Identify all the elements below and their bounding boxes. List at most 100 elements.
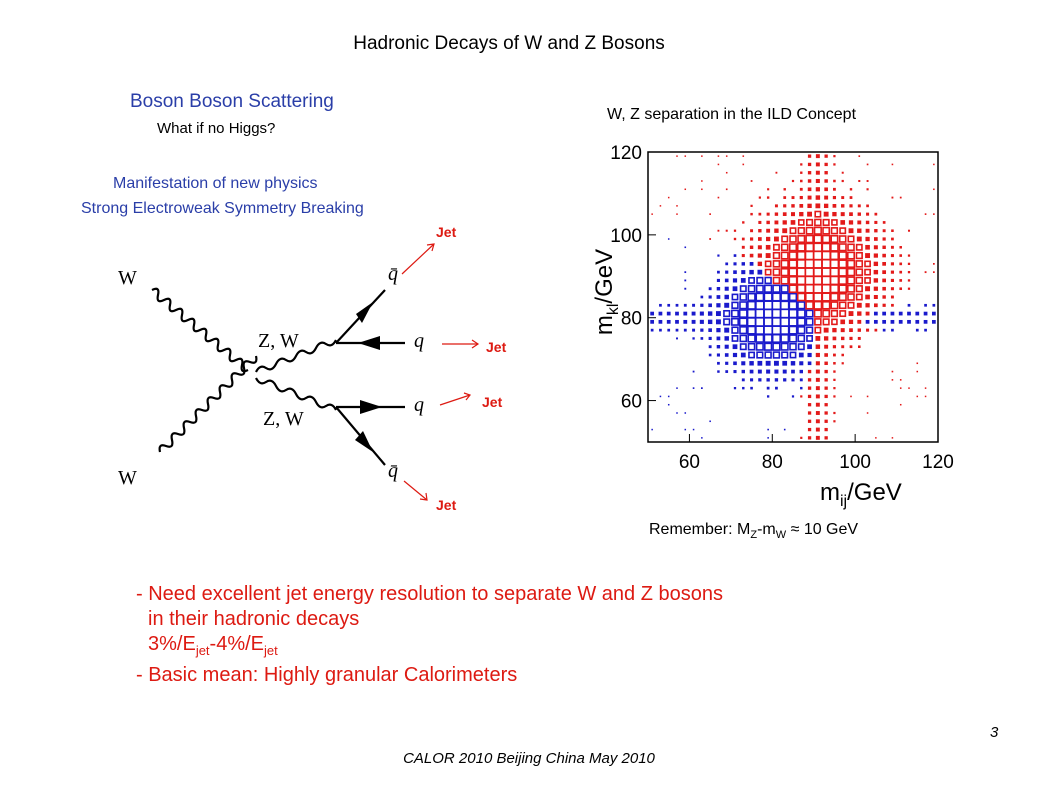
heatmap-cell-z <box>800 436 803 439</box>
heatmap-cell-z <box>796 292 806 302</box>
heatmap-cell-z <box>840 220 846 225</box>
heatmap-cell-z <box>841 353 844 357</box>
heatmap-cell-z <box>857 220 862 225</box>
heatmap-cell-z <box>780 267 789 277</box>
heatmap-cell-z <box>823 327 829 333</box>
heatmap-cell-w <box>724 286 729 291</box>
heatmap-cell-z <box>799 211 804 217</box>
q-lower-label: q <box>414 394 424 416</box>
heatmap-cell-z <box>741 254 745 258</box>
heatmap-cell-z <box>725 171 728 174</box>
heatmap-cell-w <box>692 370 695 373</box>
heatmap-cell-w <box>873 319 878 324</box>
heatmap-cell-z <box>858 345 861 348</box>
heatmap-cell-w <box>749 361 754 366</box>
heatmap-cell-w <box>882 319 887 324</box>
heatmap-cell-w <box>931 319 936 324</box>
heatmap-cell-w <box>799 369 803 374</box>
heatmap-cell-z <box>717 163 720 166</box>
heatmap-cell-z <box>849 188 853 191</box>
heatmap-cell-w <box>890 319 895 324</box>
heatmap-cell-z <box>788 243 798 252</box>
heatmap-cell-z <box>838 292 847 302</box>
heatmap-cell-z <box>823 203 829 209</box>
plot-cells <box>650 154 936 440</box>
heatmap-cell-z <box>924 395 927 398</box>
heatmap-cell-z <box>855 268 864 276</box>
heatmap-cell-z <box>841 336 845 341</box>
heatmap-cell-z <box>891 163 894 166</box>
heatmap-cell-w <box>691 311 696 316</box>
heatmap-cell-w <box>766 395 770 398</box>
heatmap-cell-w <box>717 270 720 274</box>
heatmap-cell-w <box>898 311 903 316</box>
heatmap-cell-w <box>767 428 769 431</box>
heatmap-cell-w <box>733 361 737 366</box>
heatmap-cell-w <box>924 303 927 307</box>
heatmap-cell-w <box>915 311 920 316</box>
heatmap-cell-w <box>724 336 729 341</box>
heatmap-cell-z <box>838 301 847 310</box>
heatmap-cell-z <box>882 229 886 233</box>
heatmap-cell-z <box>807 369 812 374</box>
heatmap-cell-w <box>790 361 796 366</box>
heatmap-cell-z <box>815 352 820 358</box>
heatmap-cell-z <box>758 196 761 199</box>
heatmap-cell-z <box>815 402 820 407</box>
heatmap-cell-z <box>814 210 822 218</box>
heatmap-cell-z <box>815 187 820 192</box>
heatmap-cell-z <box>882 278 886 283</box>
heatmap-cell-w <box>692 337 695 340</box>
heatmap-cell-w <box>651 428 653 431</box>
heatmap-cell-z <box>847 235 855 243</box>
heatmap-cell-w <box>782 369 787 374</box>
heatmap-cell-w <box>659 303 662 307</box>
zw-lower-label: Z, W <box>263 408 304 430</box>
heatmap-cell-z <box>833 163 836 166</box>
heatmap-cell-w <box>747 334 756 343</box>
heatmap-cell-w <box>747 342 756 351</box>
heatmap-cell-w <box>766 386 770 390</box>
heatmap-cell-w <box>907 303 911 307</box>
heatmap-cell-w <box>772 284 781 293</box>
heatmap-cell-z <box>807 211 813 217</box>
heatmap-cell-z <box>814 326 822 334</box>
heatmap-cell-z <box>882 262 886 266</box>
heatmap-cell-z <box>832 211 837 217</box>
heatmap-cell-w <box>755 325 765 335</box>
heatmap-cell-w <box>763 333 773 343</box>
heatmap-cell-z <box>772 251 781 260</box>
heatmap-cell-w <box>756 276 764 285</box>
heatmap-cell-w <box>716 345 721 349</box>
heatmap-cell-w <box>788 317 798 327</box>
heatmap-cell-w <box>791 378 795 382</box>
heatmap-cell-z <box>907 254 911 257</box>
heatmap-cell-z <box>774 212 779 216</box>
heatmap-cell-z <box>796 275 807 286</box>
heatmap-cell-z <box>725 229 728 232</box>
heatmap-cell-z <box>833 378 836 381</box>
heatmap-cell-z <box>838 284 848 294</box>
heatmap-cell-z <box>767 188 770 191</box>
heatmap-cell-w <box>763 292 773 302</box>
x-axis-label: mij/GeV <box>820 479 902 510</box>
feynman-diagram: W W Z, W Z, W q̄ q q q̄ <box>118 243 480 501</box>
heatmap-cell-z <box>822 218 830 226</box>
heatmap-cell-z <box>829 284 840 294</box>
heatmap-cell-w <box>915 328 919 332</box>
heatmap-cell-w <box>923 311 928 316</box>
heatmap-cell-z <box>815 427 820 432</box>
heatmap-cell-z <box>781 235 789 243</box>
heatmap-cell-w <box>932 303 936 307</box>
heatmap-cell-z <box>891 229 894 232</box>
heatmap-cell-z <box>833 411 836 415</box>
heatmap-cell-z <box>833 387 836 390</box>
heatmap-cell-z <box>873 286 878 291</box>
heatmap-cell-w <box>765 360 771 366</box>
heatmap-cell-z <box>766 236 771 242</box>
heatmap-cell-z <box>807 195 812 200</box>
heatmap-cell-w <box>692 387 695 389</box>
heatmap-cell-w <box>708 328 712 332</box>
heatmap-cell-z <box>651 213 653 215</box>
heatmap-cell-z <box>824 369 828 374</box>
